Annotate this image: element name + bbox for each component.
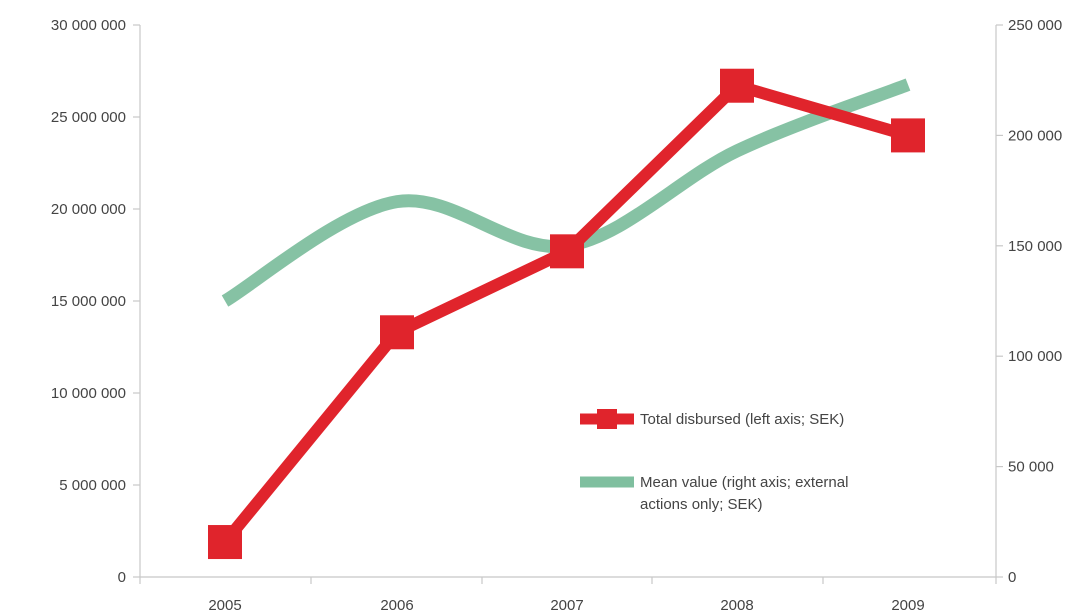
data-point-total-disbursed xyxy=(550,234,584,269)
left-tick-label: 20 000 000 xyxy=(51,201,126,218)
x-tick-label: 2009 xyxy=(891,597,924,614)
legend-label-mean-value: Mean value (right axis; external actions… xyxy=(640,474,853,513)
left-axis-ticks: 0 5 000 000 10 000 000 15 000 000 20 000 000… xyxy=(51,17,140,586)
left-tick-label: 10 000 000 xyxy=(51,385,126,402)
x-tick-label: 2007 xyxy=(550,597,583,614)
data-point-total-disbursed xyxy=(380,315,414,350)
left-tick-label: 5 000 000 xyxy=(59,477,126,494)
left-tick-label: 25 000 000 xyxy=(51,109,126,126)
left-tick-label: 15 000 000 xyxy=(51,293,126,310)
legend-label-mean-value-line-1: Mean value (right axis; external xyxy=(640,474,848,491)
legend-label-total-disbursed: Total disbursed (left axis; SEK) xyxy=(640,411,844,428)
series-layer xyxy=(208,68,925,560)
right-tick-label: 200 000 xyxy=(1008,127,1062,144)
x-tick-label: 2005 xyxy=(208,597,241,614)
right-tick-label: 50 000 xyxy=(1008,459,1054,476)
x-axis-ticks: 2005 2006 2007 2008 2009 xyxy=(139,577,997,614)
left-tick-label: 0 xyxy=(118,569,126,586)
legend: Total disbursed (left axis; SEK) Mean va… xyxy=(580,409,853,513)
right-tick-label: 0 xyxy=(1008,569,1016,586)
legend-label-mean-value-line-2: actions only; SEK) xyxy=(640,496,763,513)
right-axis-ticks: 0 50 000 100 000 150 000 200 000 250 000 xyxy=(996,17,1062,586)
x-tick-label: 2008 xyxy=(720,597,753,614)
left-tick-label: 30 000 000 xyxy=(51,17,126,34)
data-point-total-disbursed xyxy=(208,525,242,560)
right-tick-label: 150 000 xyxy=(1008,238,1062,255)
x-tick-label: 2006 xyxy=(380,597,413,614)
legend-marker-total-disbursed xyxy=(597,409,617,429)
right-tick-label: 100 000 xyxy=(1008,348,1062,365)
data-point-total-disbursed xyxy=(891,118,925,153)
series-line-mean-value xyxy=(221,78,911,307)
right-tick-label: 250 000 xyxy=(1008,17,1062,34)
data-point-total-disbursed xyxy=(720,68,754,103)
